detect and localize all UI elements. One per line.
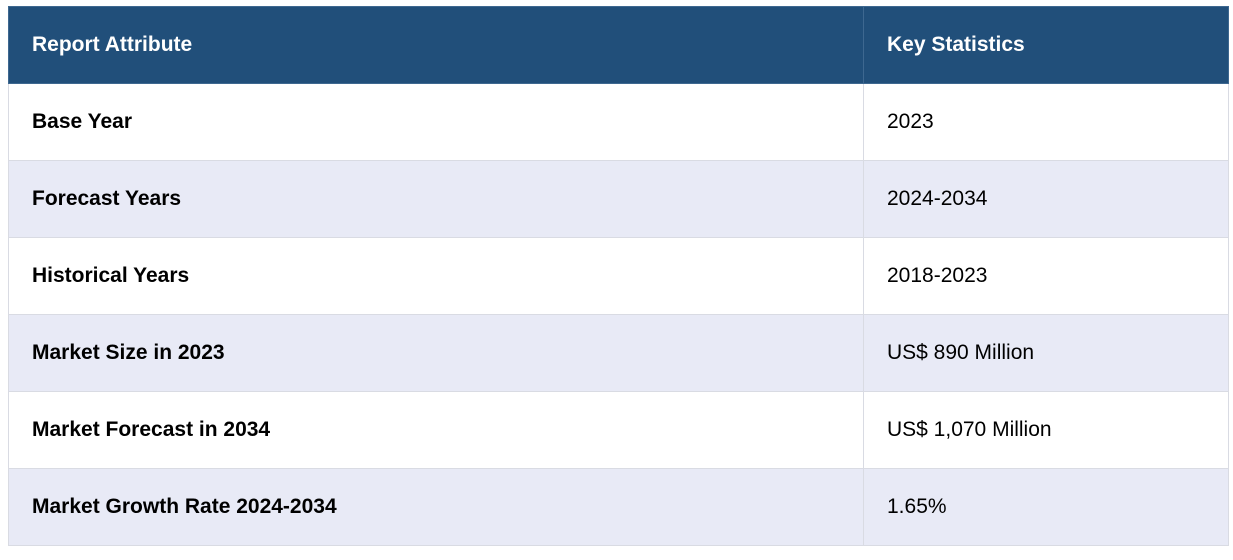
value-cell: US$ 890 Million — [863, 314, 1229, 392]
attribute-cell: Historical Years — [8, 237, 864, 315]
value-cell: 2023 — [863, 83, 1229, 161]
table-row: Market Forecast in 2034 US$ 1,070 Million — [8, 391, 1229, 469]
value-cell: 2024-2034 — [863, 160, 1229, 238]
table-row: Market Size in 2023 US$ 890 Million — [8, 314, 1229, 392]
header-row: Report Attribute Key Statistics — [8, 6, 1229, 84]
table-row: Historical Years 2018-2023 — [8, 237, 1229, 315]
stats-table: Report Attribute Key Statistics Base Yea… — [8, 6, 1229, 546]
value-cell: 1.65% — [863, 468, 1229, 546]
attribute-cell: Market Forecast in 2034 — [8, 391, 864, 469]
table-row: Forecast Years 2024-2034 — [8, 160, 1229, 238]
value-cell: 2018-2023 — [863, 237, 1229, 315]
table-row: Base Year 2023 — [8, 83, 1229, 161]
header-cell: Report Attribute — [8, 6, 864, 84]
table-body: Base Year 2023 Forecast Years 2024-2034 Hist… — [8, 83, 1229, 546]
table-row: Market Growth Rate 2024-2034 1.65% — [8, 468, 1229, 546]
attribute-cell: Market Growth Rate 2024-2034 — [8, 468, 864, 546]
attribute-cell: Base Year — [8, 83, 864, 161]
attribute-cell: Market Size in 2023 — [8, 314, 864, 392]
header-cell: Key Statistics — [863, 6, 1229, 84]
table-header: Report Attribute Key Statistics — [8, 6, 1229, 84]
attribute-cell: Forecast Years — [8, 160, 864, 238]
value-cell: US$ 1,070 Million — [863, 391, 1229, 469]
